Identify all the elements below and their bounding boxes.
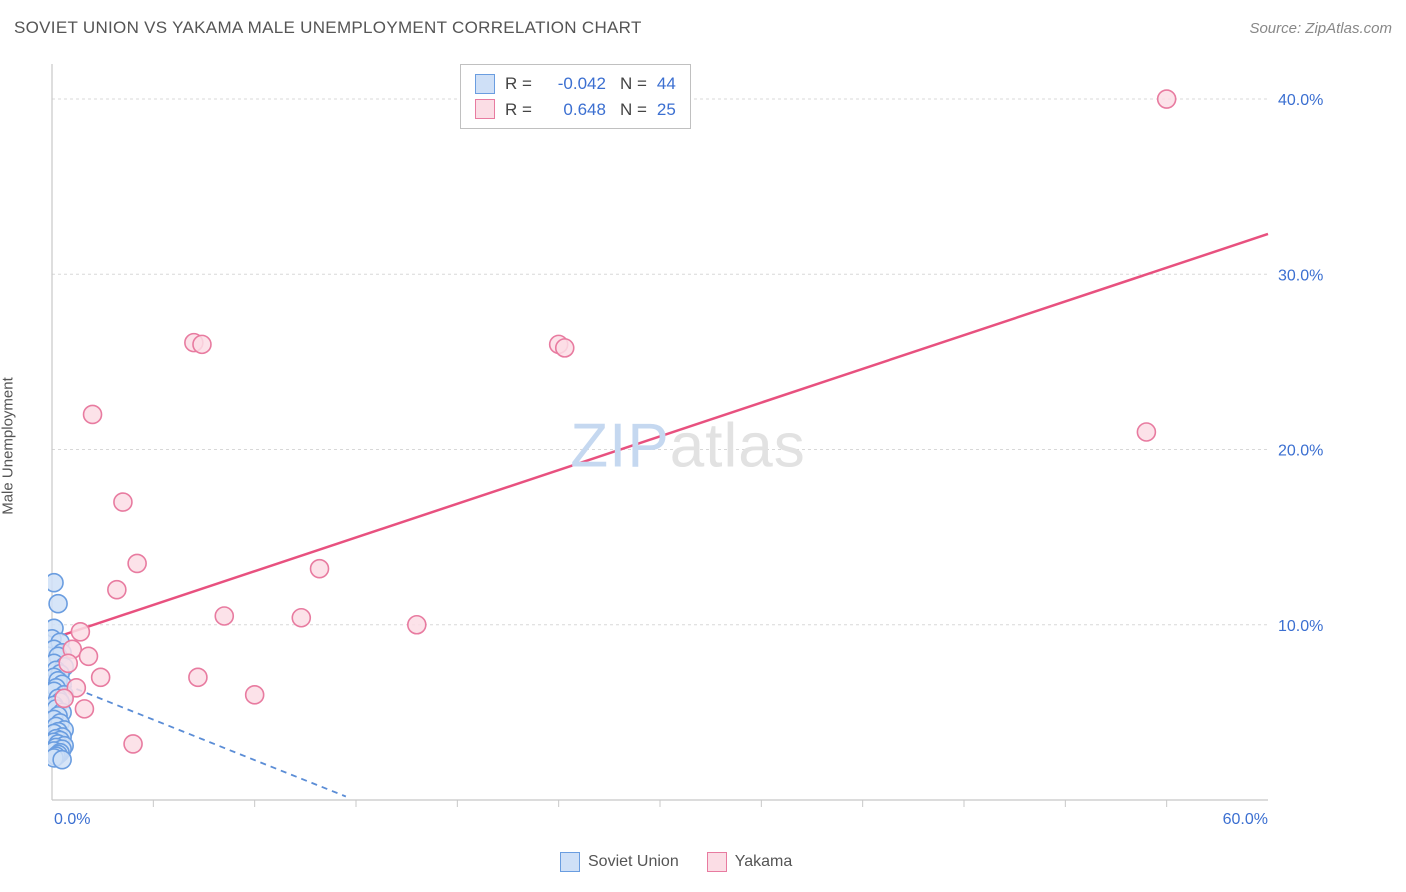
series-swatch xyxy=(475,99,495,119)
data-point xyxy=(124,735,142,753)
data-point xyxy=(79,647,97,665)
data-point xyxy=(92,668,110,686)
stats-box: R = -0.042 N = 44 R = 0.648 N = 25 xyxy=(460,64,691,129)
data-point xyxy=(49,595,67,613)
legend-label: Yakama xyxy=(735,853,793,871)
bottom-legend: Soviet Union Yakama xyxy=(560,852,792,872)
data-point xyxy=(215,607,233,625)
data-point xyxy=(311,560,329,578)
data-point xyxy=(55,689,73,707)
stat-n-label: N = xyxy=(620,97,647,123)
data-point xyxy=(71,623,89,641)
data-point xyxy=(556,339,574,357)
scatter-plot: 10.0% 20.0% 30.0% 40.0% 0.0% 60.0% xyxy=(48,56,1328,836)
legend-item: Soviet Union xyxy=(560,852,679,872)
data-point xyxy=(292,609,310,627)
source-label: Source: ZipAtlas.com xyxy=(1249,20,1392,37)
data-point xyxy=(108,581,126,599)
stat-r-value: 0.648 xyxy=(542,97,606,123)
y-tick-label: 20.0% xyxy=(1278,443,1323,460)
y-axis-label: Male Unemployment xyxy=(0,377,17,515)
y-tick-label: 10.0% xyxy=(1278,618,1323,635)
data-point xyxy=(193,335,211,353)
stat-n-value: 44 xyxy=(657,71,676,97)
x-tick-label: 60.0% xyxy=(1223,811,1268,828)
data-point xyxy=(1137,423,1155,441)
chart-area: 10.0%20.0%30.0%40.0%0.0%60.0% ZIPatlas xyxy=(48,56,1328,836)
stat-n-label: N = xyxy=(620,71,647,97)
legend-label: Soviet Union xyxy=(588,853,679,871)
data-point xyxy=(246,686,264,704)
chart-title: SOVIET UNION VS YAKAMA MALE UNEMPLOYMENT… xyxy=(14,18,642,38)
y-tick-label: 40.0% xyxy=(1278,92,1323,109)
data-point xyxy=(1158,90,1176,108)
data-point xyxy=(59,654,77,672)
data-point xyxy=(189,668,207,686)
data-point xyxy=(408,616,426,634)
data-point xyxy=(48,574,63,592)
series-swatch xyxy=(475,74,495,94)
trend-line xyxy=(62,234,1268,635)
legend-swatch xyxy=(560,852,580,872)
data-point xyxy=(128,554,146,572)
y-tick-label: 30.0% xyxy=(1278,267,1323,284)
stats-row: R = 0.648 N = 25 xyxy=(475,97,676,123)
legend-swatch xyxy=(707,852,727,872)
stat-r-value: -0.042 xyxy=(542,71,606,97)
data-point xyxy=(114,493,132,511)
data-point xyxy=(75,700,93,718)
stats-row: R = -0.042 N = 44 xyxy=(475,71,676,97)
data-point xyxy=(84,405,102,423)
x-tick-label: 0.0% xyxy=(54,811,90,828)
data-point xyxy=(53,751,71,769)
stat-r-label: R = xyxy=(505,97,532,123)
legend-item: Yakama xyxy=(707,852,793,872)
stat-r-label: R = xyxy=(505,71,532,97)
trend-line xyxy=(56,681,346,797)
stat-n-value: 25 xyxy=(657,97,676,123)
